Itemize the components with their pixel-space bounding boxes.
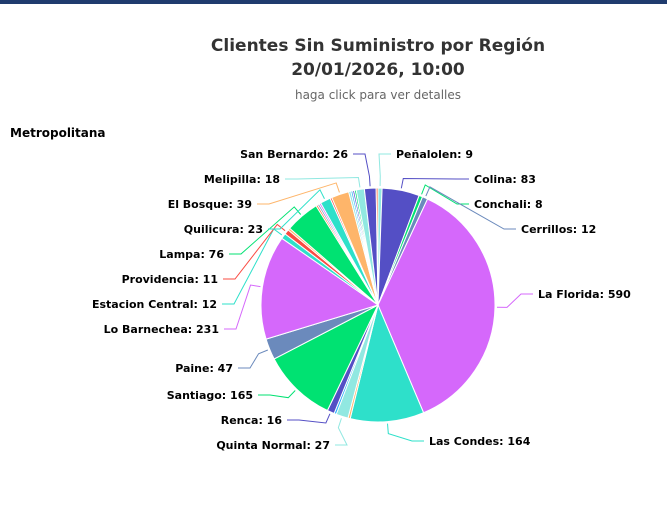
- chart-title-date: 20/01/2026, 10:00: [291, 60, 465, 80]
- pie-slice-las-condes[interactable]: [349, 303, 425, 423]
- connector-line: [222, 228, 283, 305]
- pie-slice-santiago[interactable]: [273, 303, 380, 412]
- connector-line: [224, 284, 261, 330]
- pie-slice-lo-barnechea[interactable]: [260, 237, 380, 340]
- data-label[interactable]: Providencia: 11: [122, 273, 218, 286]
- data-label[interactable]: Lo Barnechea: 231: [104, 323, 219, 336]
- connector-line: [335, 418, 348, 446]
- data-label[interactable]: Paine: 47: [175, 362, 233, 375]
- data-label[interactable]: El Bosque: 39: [168, 198, 252, 211]
- region-label: Metropolitana: [10, 126, 106, 140]
- data-label[interactable]: Quinta Normal: 27: [216, 439, 330, 452]
- pie-slice[interactable]: [375, 187, 379, 306]
- connector-line: [285, 176, 361, 188]
- chart-subtitle: haga click para ver detalles: [294, 88, 462, 102]
- connector-line: [257, 182, 340, 205]
- connector-line: [400, 177, 469, 189]
- data-label[interactable]: Quilicura: 23: [184, 223, 263, 236]
- data-label[interactable]: Las Condes: 164: [429, 435, 531, 448]
- data-label[interactable]: Santiago: 165: [167, 389, 253, 402]
- top-bar: [0, 0, 667, 4]
- connector-line: [287, 413, 331, 424]
- data-label[interactable]: Conchali: 8: [474, 198, 543, 211]
- pie-slice-la-florida[interactable]: [377, 198, 496, 414]
- chart-title: Clientes Sin Suministro por Región: [210, 36, 546, 56]
- data-label[interactable]: Renca: 16: [221, 414, 283, 427]
- data-label[interactable]: Estacion Central: 12: [92, 298, 217, 311]
- data-label[interactable]: San Bernardo: 26: [240, 148, 348, 161]
- connector-line: [496, 293, 533, 308]
- data-label[interactable]: Lampa: 76: [159, 248, 224, 261]
- connector-line: [238, 349, 269, 369]
- data-label[interactable]: La Florida: 590: [538, 288, 631, 301]
- data-label[interactable]: Colina: 83: [474, 173, 536, 186]
- connector-line: [258, 390, 296, 399]
- data-label[interactable]: Peñalolen: 9: [396, 148, 473, 161]
- connector-line: [353, 153, 371, 187]
- connector-line: [268, 188, 325, 230]
- connector-line: [421, 184, 469, 205]
- data-label[interactable]: Melipilla: 18: [204, 173, 280, 186]
- data-label[interactable]: Cerrillos: 12: [521, 223, 596, 236]
- connector-line: [387, 423, 424, 442]
- connector-line: [378, 153, 391, 187]
- connector-line: [229, 206, 302, 255]
- connector-line: [425, 186, 516, 230]
